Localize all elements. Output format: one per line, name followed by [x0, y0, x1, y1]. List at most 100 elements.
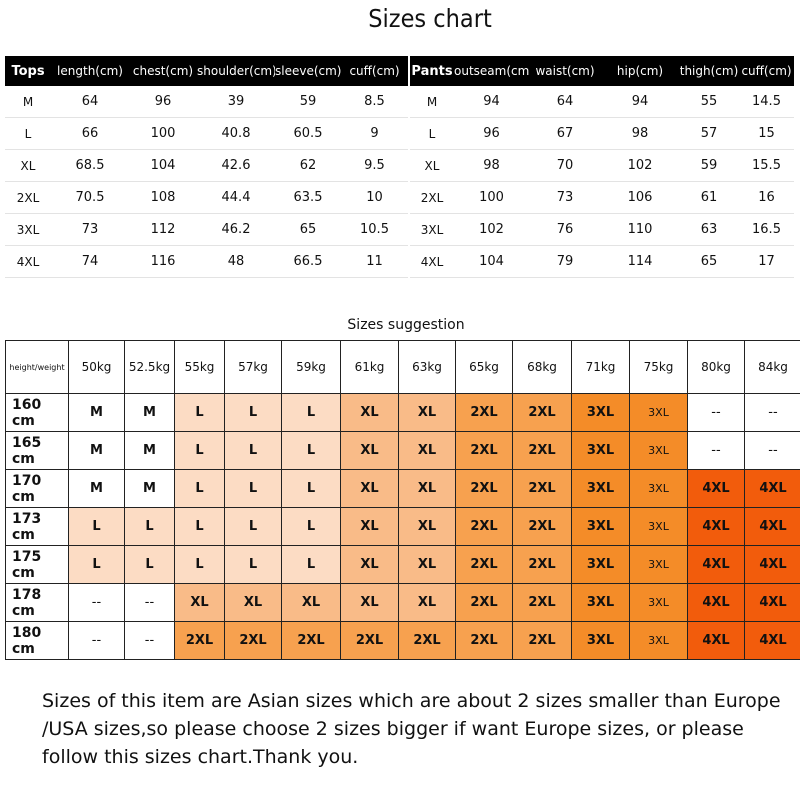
tops-measurement-cell: 74 [51, 245, 129, 278]
table-row: XL 98 70 102 59 15.5 [410, 149, 794, 182]
size-suggestion-cell: XL [340, 583, 399, 622]
pants-column-header: thigh(cm) [679, 56, 739, 86]
pants-measurement-cell: 94 [454, 86, 529, 118]
size-suggestion-cell: M [68, 431, 125, 470]
size-suggestion-cell: 2XL [340, 621, 399, 660]
size-suggestion-cell: -- [124, 583, 175, 622]
table-row: 2XL 70.5 108 44.4 63.5 10 [5, 181, 408, 214]
size-suggestion-cell: XL [340, 393, 399, 432]
pants-measurement-cell: 98 [601, 117, 679, 150]
size-suggestion-cell: 4XL [744, 583, 800, 622]
table-row: M 94 64 94 55 14.5 [410, 86, 794, 118]
size-suggestion-cell: 2XL [512, 431, 572, 470]
size-suggestion-cell: 3XL [571, 583, 630, 622]
size-suggestion-cell: 3XL [629, 431, 688, 470]
size-suggestion-cell: M [124, 393, 175, 432]
size-suggestion-cell: 3XL [629, 621, 688, 660]
size-suggestion-cell: 2XL [512, 469, 572, 508]
size-suggestion-cell: XL [174, 583, 225, 622]
tops-measurement-cell: 46.2 [197, 213, 275, 246]
tops-measurement-cell: 10.5 [341, 213, 408, 246]
grid-row: 178 cm -- -- XL XL XL XL XL 2XL 2XL 3XL 3XL 4XL 4XL [5, 583, 800, 622]
pants-measurement-cell: 73 [529, 181, 601, 214]
size-suggestion-cell: L [68, 507, 125, 546]
suggestion-title: Sizes suggestion [347, 317, 465, 333]
tops-column-header: sleeve(cm) [275, 56, 341, 86]
tops-measurement-cell: 62 [275, 149, 341, 182]
tops-measurement-cell: 39 [197, 86, 275, 118]
tops-measurement-cell: 10 [341, 181, 408, 214]
size-suggestion-cell: 2XL [455, 545, 513, 584]
tops-measurement-cell: 9 [341, 117, 408, 150]
tops-measurement-cell: 100 [129, 117, 197, 150]
pants-measurement-cell: 59 [679, 149, 739, 182]
size-suggestion-cell: 2XL [224, 621, 282, 660]
tops-header-row: Tops length(cm) chest(cm) shoulder(cm) sleev… [5, 56, 408, 86]
size-suggestion-cell: XL [398, 583, 456, 622]
grid-row: 173 cm L L L L L XL XL 2XL 2XL 3XL 3XL 4XL 4XL [5, 507, 800, 546]
size-note: Sizes of this item are Asian sizes which… [42, 690, 781, 768]
pants-measurement-cell: 79 [529, 245, 601, 278]
size-suggestion-cell: XL [398, 507, 456, 546]
pants-size-label: 2XL [410, 181, 454, 214]
pants-measurement-cell: 102 [601, 149, 679, 182]
grid-row: 180 cm -- -- 2XL 2XL 2XL 2XL 2XL 2XL 2XL 3XL 3XL 4XL… [5, 621, 800, 660]
size-suggestion-cell: L [174, 431, 225, 470]
size-suggestion-cell: 2XL [455, 469, 513, 508]
table-row: 3XL 102 76 110 63 16.5 [410, 213, 794, 246]
size-suggestion-cell: L [124, 507, 175, 546]
tops-measurement-cell: 104 [129, 149, 197, 182]
size-suggestion-cell: L [281, 469, 341, 508]
pants-column-header: outseam(cm) [454, 56, 529, 86]
tops-measurement-cell: 65 [275, 213, 341, 246]
size-suggestion-cell: M [68, 469, 125, 508]
grid-row: 170 cm M M L L L XL XL 2XL 2XL 3XL 3XL 4XL 4XL [5, 469, 800, 508]
size-suggestion-cell: XL [340, 431, 399, 470]
pants-measurement-cell: 70 [529, 149, 601, 182]
grid-row: 175 cm L L L L L XL XL 2XL 2XL 3XL 3XL 4XL 4XL [5, 545, 800, 584]
tops-measurement-cell: 64 [51, 86, 129, 118]
tops-size-label: 4XL [5, 245, 51, 278]
size-suggestion-cell: XL [398, 431, 456, 470]
height-label: 165 cm [5, 431, 69, 470]
size-suggestion-cell: 4XL [744, 507, 800, 546]
pants-measurement-cell: 110 [601, 213, 679, 246]
size-suggestion-cell: L [224, 393, 282, 432]
pants-measurement-cell: 104 [454, 245, 529, 278]
size-suggestion-cell: 3XL [571, 545, 630, 584]
weight-header: 57kg [224, 340, 282, 394]
size-suggestion-cell: XL [340, 507, 399, 546]
page-title: Sizes chart [368, 4, 492, 33]
weight-header: 75kg [629, 340, 688, 394]
weight-header: 55kg [174, 340, 225, 394]
tops-measurement-cell: 9.5 [341, 149, 408, 182]
size-suggestion-cell: L [224, 545, 282, 584]
tops-measurement-cell: 11 [341, 245, 408, 278]
tops-measurement-cell: 112 [129, 213, 197, 246]
tops-measurement-cell: 116 [129, 245, 197, 278]
size-suggestion-cell: L [174, 545, 225, 584]
size-suggestion-cell: 3XL [571, 469, 630, 508]
pants-measurement-cell: 63 [679, 213, 739, 246]
size-suggestion-cell: 2XL [512, 583, 572, 622]
pants-header-row: Pants outseam(cm) waist(cm) hip(cm) thigh(cm… [410, 56, 794, 86]
size-suggestion-cell: -- [124, 621, 175, 660]
table-row: 4XL 74 116 48 66.5 11 [5, 245, 408, 278]
size-suggestion-cell: 4XL [687, 469, 745, 508]
tops-measurement-cell: 48 [197, 245, 275, 278]
size-suggestion-cell: XL [340, 545, 399, 584]
pants-measurement-cell: 57 [679, 117, 739, 150]
tops-column-header: length(cm) [51, 56, 129, 86]
size-suggestion-cell: 3XL [571, 507, 630, 546]
pants-measurement-cell: 102 [454, 213, 529, 246]
weight-header: 84kg [744, 340, 800, 394]
height-label: 175 cm [5, 545, 69, 584]
size-suggestion-cell: 2XL [455, 393, 513, 432]
size-suggestion-cell: 2XL [455, 431, 513, 470]
pants-measurement-cell: 16.5 [739, 213, 794, 246]
size-suggestion-cell: 4XL [687, 507, 745, 546]
size-suggestion-cell: 3XL [629, 507, 688, 546]
size-suggestion-cell: XL [398, 469, 456, 508]
pants-size-table: Pants outseam(cm) waist(cm) hip(cm) thigh(cm… [410, 56, 794, 278]
weight-header: 61kg [340, 340, 399, 394]
